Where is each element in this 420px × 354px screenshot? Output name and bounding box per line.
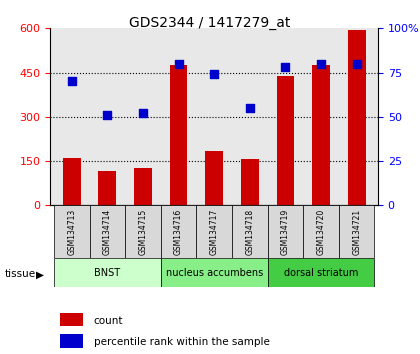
FancyBboxPatch shape <box>197 205 232 258</box>
FancyBboxPatch shape <box>161 205 197 258</box>
FancyBboxPatch shape <box>268 205 303 258</box>
Point <box>318 61 324 67</box>
Point <box>175 61 182 67</box>
FancyBboxPatch shape <box>339 205 375 258</box>
Text: GDS2344 / 1417279_at: GDS2344 / 1417279_at <box>129 16 291 30</box>
Bar <box>63 158 81 205</box>
FancyBboxPatch shape <box>54 258 161 287</box>
Text: nucleus accumbens: nucleus accumbens <box>165 268 263 278</box>
Bar <box>348 30 365 205</box>
Point <box>353 61 360 67</box>
Bar <box>60 334 83 348</box>
Text: GSM134715: GSM134715 <box>139 209 147 255</box>
FancyBboxPatch shape <box>125 205 161 258</box>
Text: ▶: ▶ <box>36 269 44 279</box>
Text: tissue: tissue <box>4 269 35 279</box>
Text: GSM134721: GSM134721 <box>352 209 361 255</box>
FancyBboxPatch shape <box>232 205 268 258</box>
Point <box>139 110 146 116</box>
Bar <box>134 167 152 205</box>
Bar <box>205 151 223 205</box>
Text: GSM134713: GSM134713 <box>67 209 76 255</box>
Text: GSM134716: GSM134716 <box>174 209 183 255</box>
FancyBboxPatch shape <box>303 205 339 258</box>
Text: count: count <box>94 316 123 326</box>
FancyBboxPatch shape <box>89 205 125 258</box>
Text: percentile rank within the sample: percentile rank within the sample <box>94 337 270 348</box>
Point <box>247 105 253 111</box>
Bar <box>60 313 83 326</box>
Point <box>211 72 218 77</box>
Text: GSM134719: GSM134719 <box>281 209 290 255</box>
Point <box>282 64 289 70</box>
FancyBboxPatch shape <box>54 205 89 258</box>
FancyBboxPatch shape <box>161 258 268 287</box>
Bar <box>276 75 294 205</box>
Bar <box>241 159 259 205</box>
Bar <box>170 65 187 205</box>
Bar <box>98 171 116 205</box>
Text: GSM134718: GSM134718 <box>245 209 254 255</box>
Point <box>104 112 111 118</box>
Text: GSM134720: GSM134720 <box>317 209 326 255</box>
Text: BNST: BNST <box>94 268 121 278</box>
Bar <box>312 65 330 205</box>
FancyBboxPatch shape <box>268 258 375 287</box>
Point <box>68 79 75 84</box>
Text: GSM134717: GSM134717 <box>210 209 219 255</box>
Text: GSM134714: GSM134714 <box>103 209 112 255</box>
Text: dorsal striatum: dorsal striatum <box>284 268 358 278</box>
